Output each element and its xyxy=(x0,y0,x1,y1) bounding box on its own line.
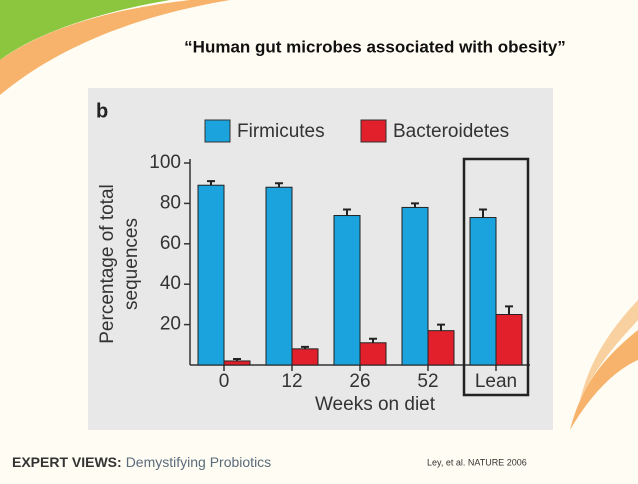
decoration xyxy=(0,0,230,95)
bar xyxy=(495,314,523,366)
panel-label: b xyxy=(96,100,108,122)
error-bar xyxy=(479,208,487,218)
x-tick-label: 52 xyxy=(417,371,438,392)
y-axis-label: Percentage of total xyxy=(97,184,118,344)
highlight-box xyxy=(462,157,530,397)
error-bar xyxy=(207,180,215,186)
footer-brand: EXPERT VIEWS: xyxy=(12,454,122,470)
decoration xyxy=(0,0,170,60)
footer-subtitle: Demystifying Probiotics xyxy=(126,454,272,470)
x-axis-label: Weeks on diet xyxy=(315,394,436,415)
y-tick-label: 80 xyxy=(160,192,181,213)
bar xyxy=(291,348,319,366)
error-bar xyxy=(369,337,377,343)
bar xyxy=(223,360,251,366)
error-bar xyxy=(301,345,309,349)
citation: Ley, et al. NATURE 2006 xyxy=(427,457,527,467)
decoration xyxy=(580,300,638,400)
bar xyxy=(401,206,429,366)
bar xyxy=(197,184,225,366)
bar xyxy=(359,342,387,366)
error-bar xyxy=(343,208,351,216)
legend-label: Firmicutes xyxy=(237,121,325,142)
y-tick-label: 20 xyxy=(160,314,181,335)
y-tick-label: 40 xyxy=(160,273,181,294)
legend-label: Bacteroidetes xyxy=(393,121,509,142)
y-tick-label: 100 xyxy=(149,152,181,173)
legend-swatch xyxy=(204,119,231,143)
error-bar xyxy=(505,305,513,315)
error-bar xyxy=(411,202,419,208)
error-bar xyxy=(437,323,445,331)
error-bar xyxy=(275,182,283,188)
y-tick-label: 60 xyxy=(160,233,181,254)
error-bar xyxy=(233,357,241,361)
x-tick-label: 12 xyxy=(281,371,302,392)
bar xyxy=(427,330,455,366)
x-tick-label: Lean xyxy=(475,371,517,392)
bar xyxy=(333,215,361,366)
x-tick-label: 0 xyxy=(219,371,230,392)
legend-swatch xyxy=(360,119,387,143)
bar xyxy=(265,186,293,366)
slide-title: “Human gut microbes associated with obes… xyxy=(184,37,566,56)
decoration xyxy=(570,330,638,430)
y-axis-label: sequences xyxy=(121,218,142,310)
footer: EXPERT VIEWS: Demystifying Probiotics xyxy=(12,454,271,470)
x-tick-label: 26 xyxy=(349,371,370,392)
bar xyxy=(469,217,497,366)
